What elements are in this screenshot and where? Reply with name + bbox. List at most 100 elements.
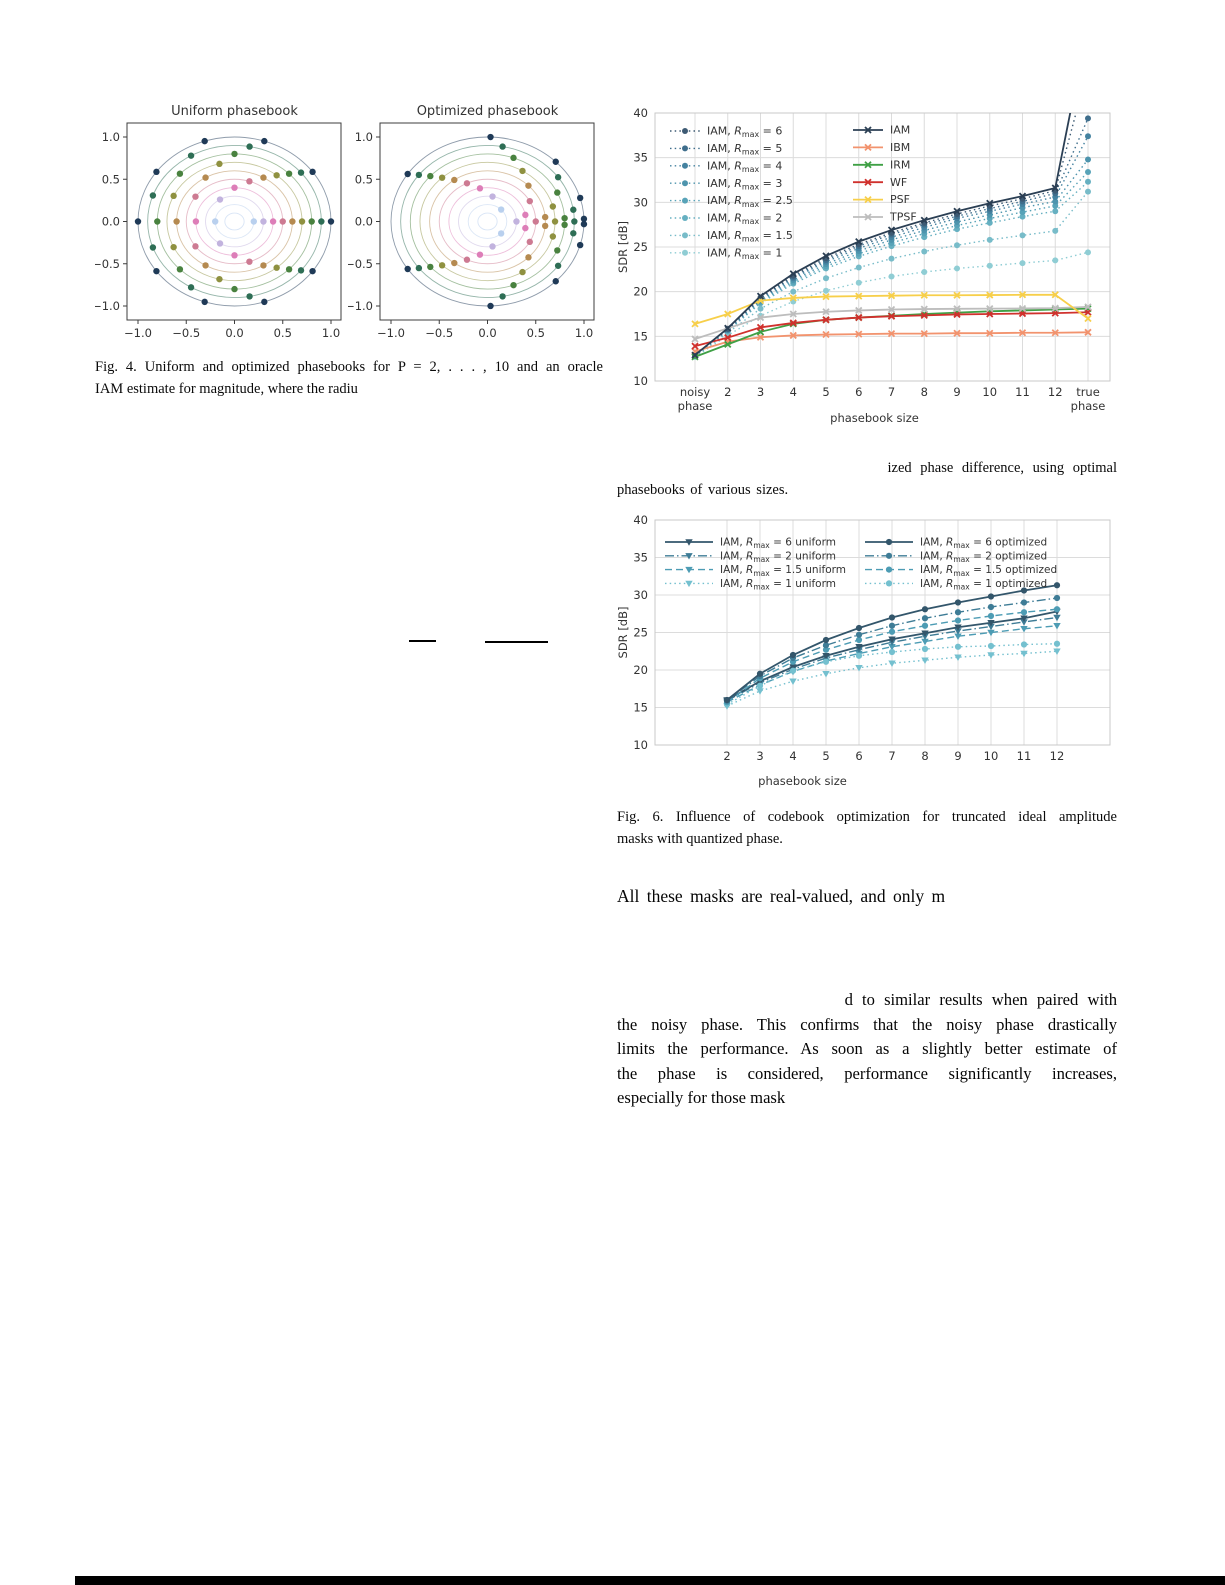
phase-point <box>260 262 267 269</box>
fig6-sdr-chart: 10 15 20 25 30 35 40 2 3 4 5 6 7 8 9 10 11 12 phasebook si… <box>616 513 1111 788</box>
phase-point <box>308 218 315 225</box>
phase-point <box>415 264 423 272</box>
phase-point <box>192 218 200 225</box>
phase-point <box>154 218 161 225</box>
fig4-caption-line1: Fig. 4. Uniform and optimized phasebooks… <box>95 359 603 375</box>
phase-point <box>463 180 471 187</box>
svg-text:4: 4 <box>789 749 796 763</box>
svg-text:5: 5 <box>822 749 829 763</box>
phase-point <box>327 218 335 225</box>
svg-text:12: 12 <box>1048 385 1063 399</box>
phase-point <box>192 193 199 200</box>
svg-text:40: 40 <box>633 106 648 120</box>
fig4-caption-line2: IAM estimate for magnitude, where the ra… <box>95 381 358 397</box>
phase-point <box>541 213 549 221</box>
phase-point <box>513 218 520 225</box>
svg-text:10: 10 <box>984 749 999 763</box>
phase-point <box>427 172 434 180</box>
phase-point <box>551 218 559 225</box>
paragraph-line-4: the phase is considered, performance sig… <box>617 1063 1117 1083</box>
phase-point <box>192 243 199 250</box>
phase-point <box>153 168 160 176</box>
legend-label: IAM, Rmax = 2 <box>707 212 782 227</box>
legend-label: IAM, Rmax = 1.5 optimized <box>920 564 1057 578</box>
phase-point <box>541 222 549 230</box>
phase-point <box>246 143 253 150</box>
svg-text:20: 20 <box>633 285 648 299</box>
phase-point <box>438 174 446 181</box>
phase-point <box>526 238 533 246</box>
phase-point <box>231 150 238 158</box>
phase-point <box>318 218 325 225</box>
svg-text:0.0: 0.0 <box>478 326 496 340</box>
legend-label: IAM, Rmax = 2 uniform <box>720 550 836 564</box>
phase-point <box>261 137 268 145</box>
phase-point <box>289 218 296 225</box>
legend-label: IAM, Rmax = 4 <box>707 159 782 174</box>
fig5-caption-fragment-line2: phasebooks of various sizes. <box>617 482 789 498</box>
legend-label: IAM, Rmax = 1 <box>707 246 782 261</box>
legend-label: TPSF <box>889 211 917 224</box>
phase-point <box>497 230 505 237</box>
svg-text:1.0: 1.0 <box>322 326 340 340</box>
svg-text:0.0: 0.0 <box>102 215 120 229</box>
phase-point <box>298 218 306 225</box>
phase-point <box>273 172 280 179</box>
legend-label: IAM, Rmax = 6 uniform <box>720 537 836 551</box>
svg-text:3: 3 <box>756 749 763 763</box>
phase-point <box>561 221 568 229</box>
svg-text:11: 11 <box>1017 749 1032 763</box>
phase-point <box>246 293 253 300</box>
phase-point <box>489 243 496 250</box>
phase-point <box>279 218 286 225</box>
phase-point <box>552 278 559 285</box>
legend-label: IAM, Rmax = 3 <box>707 177 782 192</box>
fig6-caption-line2: masks with quantized phase. <box>617 831 783 847</box>
svg-text:7: 7 <box>888 749 895 763</box>
phase-point <box>202 262 209 269</box>
phase-point <box>285 170 293 177</box>
phase-point <box>134 218 142 225</box>
optimized-phasebook-plot: Optimized phasebook −1.0 −1.0 −0.5 −0.5 0.0 0.… <box>348 104 595 340</box>
svg-text:8: 8 <box>921 385 928 399</box>
phase-point <box>216 240 224 247</box>
phase-point <box>216 275 223 283</box>
svg-text:11: 11 <box>1015 385 1030 399</box>
svg-text:2: 2 <box>724 385 731 399</box>
phase-point <box>231 285 238 293</box>
phase-point <box>519 268 526 276</box>
phase-point <box>510 281 517 289</box>
legend-label: IRM <box>890 158 910 171</box>
svg-text:0.5: 0.5 <box>527 326 545 340</box>
phase-point <box>522 211 529 219</box>
phase-point <box>451 176 458 184</box>
svg-text:15: 15 <box>633 701 648 715</box>
series-psf <box>691 291 1092 328</box>
phase-point <box>202 174 209 181</box>
legend-label: IAM, Rmax = 1.5 <box>707 229 793 244</box>
svg-text:1.0: 1.0 <box>575 326 593 340</box>
svg-text:6: 6 <box>855 385 862 399</box>
phase-point <box>554 189 561 196</box>
phase-point <box>309 168 316 176</box>
phase-point <box>201 298 208 306</box>
svg-text:15: 15 <box>633 329 648 343</box>
phase-point <box>201 137 208 145</box>
phase-point <box>187 284 195 291</box>
phase-point <box>170 192 177 200</box>
svg-text:2: 2 <box>723 749 730 763</box>
phase-point <box>552 158 559 165</box>
phase-point <box>231 252 238 259</box>
svg-text:35: 35 <box>633 151 648 165</box>
svg-text:−0.5: −0.5 <box>172 326 200 340</box>
phase-point <box>525 254 532 261</box>
svg-text:3: 3 <box>757 385 764 399</box>
svg-text:true: true <box>1076 385 1100 399</box>
svg-text:−1.0: −1.0 <box>95 299 120 313</box>
svg-text:25: 25 <box>633 240 648 254</box>
phase-point <box>309 267 316 275</box>
legend-label: IAM, Rmax = 2 optimized <box>920 550 1047 564</box>
svg-text:noisy: noisy <box>680 385 711 399</box>
